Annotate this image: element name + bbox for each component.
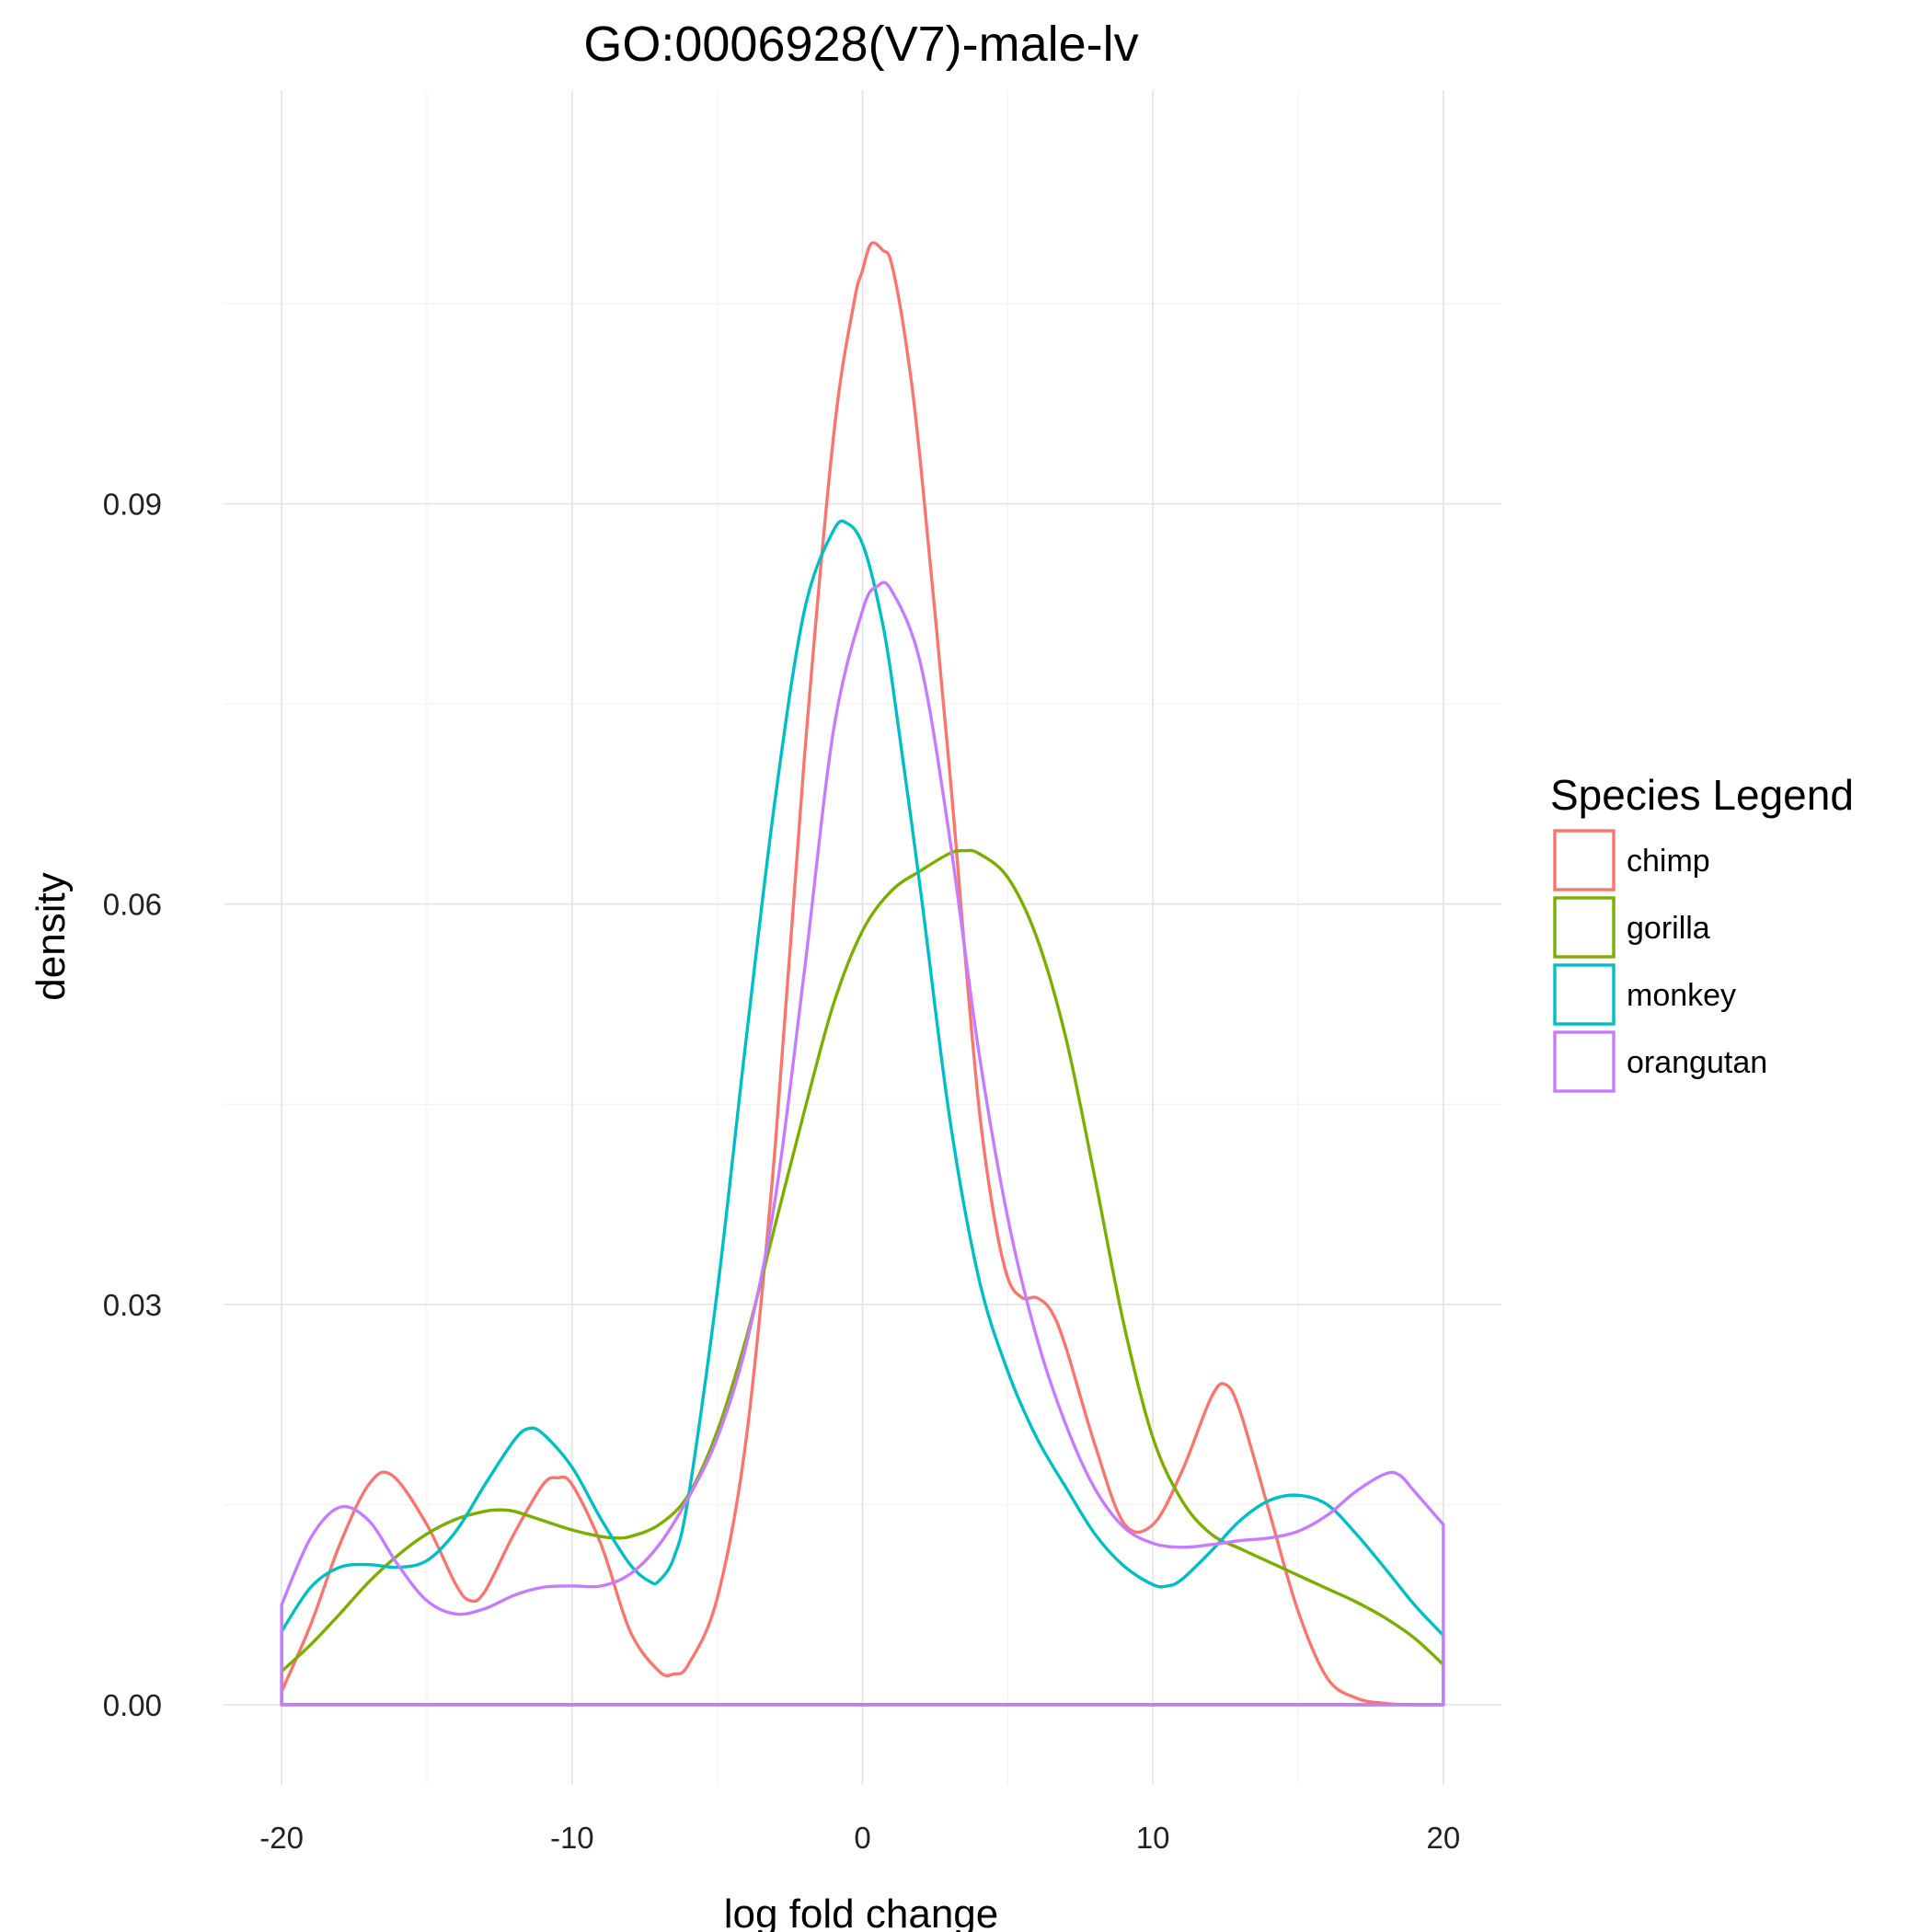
legend-label-orangutan: orangutan [1627, 1045, 1767, 1080]
legend-items: chimp gorilla monkey orangutan [1553, 829, 1767, 1093]
series-lines [280, 241, 1445, 1707]
legend-label-monkey: monkey [1627, 978, 1736, 1013]
legend-key-gorilla [1553, 896, 1616, 959]
x-axis-title: log fold change [724, 1892, 998, 1932]
legend-title: Species Legend [1550, 771, 1854, 819]
y-tick-label: 0.09 [103, 488, 162, 522]
legend-label-chimp: chimp [1627, 844, 1710, 879]
x-tick-labels: -20 -10 0 10 20 [259, 1821, 1460, 1855]
y-tick-label: 0.06 [103, 888, 162, 922]
series-line-chimp [280, 241, 1445, 1707]
legend-label-gorilla: gorilla [1627, 911, 1710, 946]
legend-key-chimp [1553, 829, 1616, 891]
legend-key-orangutan [1553, 1030, 1616, 1093]
legend: Species Legend chimp gorilla monkey orangut… [1550, 771, 1854, 1093]
y-tick-label: 0.00 [103, 1688, 162, 1722]
series-line-orangutan [280, 581, 1445, 1707]
x-tick-label: 20 [1427, 1821, 1461, 1855]
grid [224, 90, 1501, 1785]
series-line-monkey [280, 519, 1445, 1707]
x-tick-label: -20 [259, 1821, 304, 1855]
y-tick-label: 0.03 [103, 1288, 162, 1322]
x-tick-label: 10 [1136, 1821, 1170, 1855]
y-axis-title: density [29, 872, 74, 1000]
x-tick-label: -10 [550, 1821, 594, 1855]
chart-title: GO:0006928(V7)-male-lv [583, 17, 1138, 72]
legend-key-monkey [1553, 963, 1616, 1026]
y-tick-labels: 0.00 0.03 0.06 0.09 [103, 488, 162, 1722]
x-tick-label: 0 [854, 1821, 870, 1855]
